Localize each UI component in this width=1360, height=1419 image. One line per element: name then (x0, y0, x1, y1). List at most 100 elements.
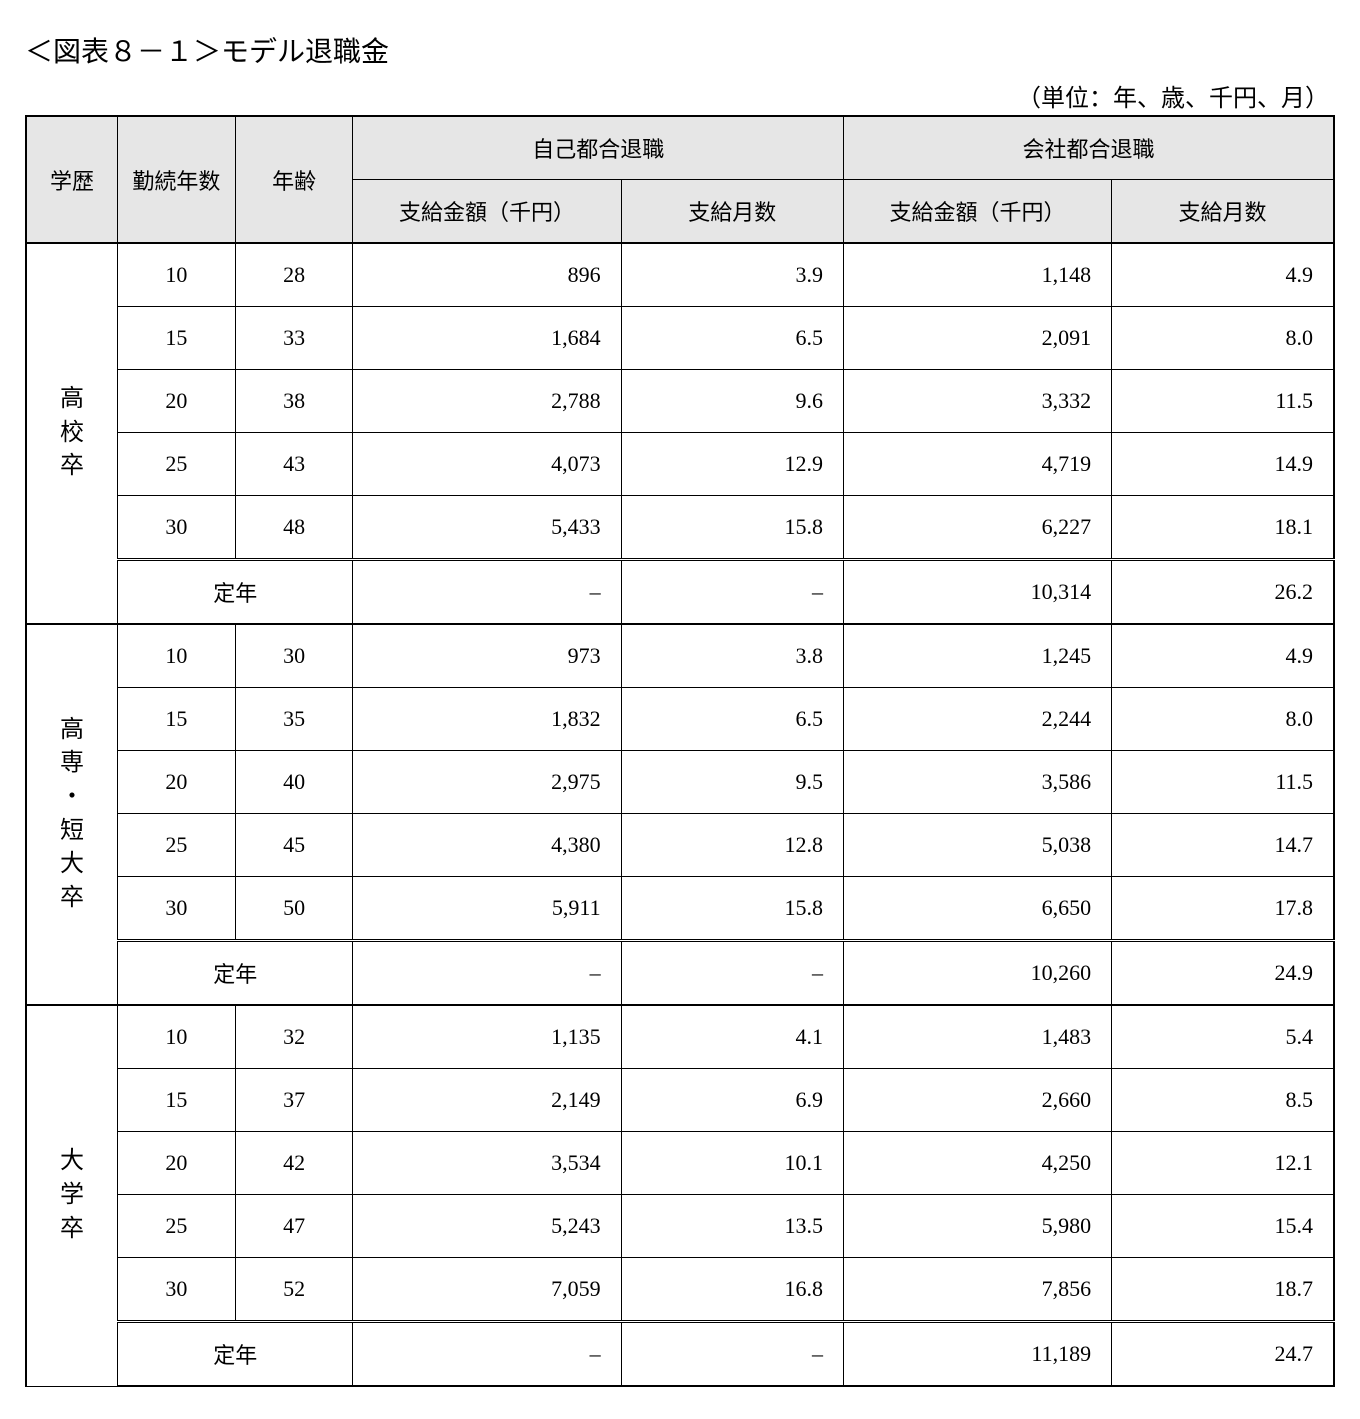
cell-self-months: 9.5 (621, 751, 843, 814)
education-label: 大学卒 (26, 1005, 118, 1386)
cell-self-amount: 5,911 (353, 877, 621, 941)
teinen-label: 定年 (118, 941, 353, 1006)
education-label: 高専・短大卒 (26, 624, 118, 1005)
cell-self-amount: – (353, 941, 621, 1006)
cell-company-amount: 1,483 (843, 1005, 1111, 1069)
cell-company-months: 14.9 (1112, 433, 1334, 496)
cell-self-months: 3.8 (621, 624, 843, 688)
cell-company-months: 18.1 (1112, 496, 1334, 560)
cell-age: 28 (235, 243, 353, 307)
cell-years: 10 (118, 1005, 236, 1069)
cell-self-amount: 2,149 (353, 1069, 621, 1132)
cell-company-months: 15.4 (1112, 1195, 1334, 1258)
cell-company-amount: 10,314 (843, 560, 1111, 625)
cell-years: 25 (118, 1195, 236, 1258)
cell-company-months: 11.5 (1112, 751, 1334, 814)
cell-self-amount: 2,788 (353, 370, 621, 433)
cell-self-amount: 5,243 (353, 1195, 621, 1258)
cell-company-amount: 5,038 (843, 814, 1111, 877)
education-label: 高校卒 (26, 243, 118, 624)
cell-years: 20 (118, 1132, 236, 1195)
cell-self-months: 4.1 (621, 1005, 843, 1069)
cell-self-months: – (621, 560, 843, 625)
retirement-table: 学歴 勤続年数 年齢 自己都合退職 会社都合退職 支給金額（千円） 支給月数 支… (25, 115, 1335, 1387)
cell-age: 30 (235, 624, 353, 688)
teinen-label: 定年 (118, 1322, 353, 1387)
cell-company-amount: 6,227 (843, 496, 1111, 560)
cell-company-amount: 2,091 (843, 307, 1111, 370)
cell-company-months: 4.9 (1112, 243, 1334, 307)
cell-years: 30 (118, 1258, 236, 1322)
cell-age: 52 (235, 1258, 353, 1322)
th-self-group: 自己都合退職 (353, 116, 843, 180)
cell-company-months: 5.4 (1112, 1005, 1334, 1069)
cell-self-amount: 3,534 (353, 1132, 621, 1195)
cell-company-months: 12.1 (1112, 1132, 1334, 1195)
cell-self-amount: 896 (353, 243, 621, 307)
cell-company-amount: 1,245 (843, 624, 1111, 688)
cell-self-amount: 973 (353, 624, 621, 688)
th-company-group: 会社都合退職 (843, 116, 1334, 180)
cell-company-amount: 7,856 (843, 1258, 1111, 1322)
cell-company-amount: 5,980 (843, 1195, 1111, 1258)
cell-self-amount: – (353, 1322, 621, 1387)
table-title: ＜図表８－１＞モデル退職金 (25, 30, 1335, 70)
cell-age: 47 (235, 1195, 353, 1258)
cell-age: 48 (235, 496, 353, 560)
cell-self-months: – (621, 1322, 843, 1387)
cell-self-months: 6.9 (621, 1069, 843, 1132)
cell-age: 32 (235, 1005, 353, 1069)
cell-company-amount: 4,250 (843, 1132, 1111, 1195)
cell-company-months: 4.9 (1112, 624, 1334, 688)
cell-self-amount: 7,059 (353, 1258, 621, 1322)
cell-self-months: – (621, 941, 843, 1006)
cell-self-amount: 4,380 (353, 814, 621, 877)
cell-years: 20 (118, 751, 236, 814)
th-age: 年齢 (235, 116, 353, 243)
unit-note: （単位：年、歳、千円、月） (25, 78, 1335, 113)
cell-self-amount: 4,073 (353, 433, 621, 496)
th-years: 勤続年数 (118, 116, 236, 243)
cell-company-amount: 10,260 (843, 941, 1111, 1006)
cell-age: 43 (235, 433, 353, 496)
cell-years: 10 (118, 243, 236, 307)
cell-age: 45 (235, 814, 353, 877)
cell-self-months: 6.5 (621, 307, 843, 370)
teinen-label: 定年 (118, 560, 353, 625)
cell-self-months: 13.5 (621, 1195, 843, 1258)
cell-age: 33 (235, 307, 353, 370)
cell-self-months: 10.1 (621, 1132, 843, 1195)
cell-company-months: 14.7 (1112, 814, 1334, 877)
cell-age: 37 (235, 1069, 353, 1132)
th-company-amount: 支給金額（千円） (843, 180, 1111, 244)
cell-company-amount: 2,244 (843, 688, 1111, 751)
cell-years: 30 (118, 877, 236, 941)
cell-self-months: 15.8 (621, 496, 843, 560)
cell-company-months: 8.0 (1112, 307, 1334, 370)
cell-company-amount: 1,148 (843, 243, 1111, 307)
th-company-months: 支給月数 (1112, 180, 1334, 244)
cell-company-months: 17.8 (1112, 877, 1334, 941)
cell-self-months: 12.9 (621, 433, 843, 496)
cell-self-months: 16.8 (621, 1258, 843, 1322)
cell-company-amount: 6,650 (843, 877, 1111, 941)
cell-years: 25 (118, 433, 236, 496)
cell-company-amount: 11,189 (843, 1322, 1111, 1387)
cell-self-amount: 1,135 (353, 1005, 621, 1069)
cell-years: 15 (118, 307, 236, 370)
cell-company-amount: 2,660 (843, 1069, 1111, 1132)
th-self-months: 支給月数 (621, 180, 843, 244)
cell-self-months: 3.9 (621, 243, 843, 307)
cell-company-months: 8.0 (1112, 688, 1334, 751)
cell-company-months: 24.7 (1112, 1322, 1334, 1387)
cell-age: 35 (235, 688, 353, 751)
cell-years: 25 (118, 814, 236, 877)
cell-years: 15 (118, 688, 236, 751)
cell-company-months: 8.5 (1112, 1069, 1334, 1132)
cell-company-months: 18.7 (1112, 1258, 1334, 1322)
cell-self-amount: – (353, 560, 621, 625)
cell-company-months: 11.5 (1112, 370, 1334, 433)
cell-years: 15 (118, 1069, 236, 1132)
cell-years: 20 (118, 370, 236, 433)
th-self-amount: 支給金額（千円） (353, 180, 621, 244)
